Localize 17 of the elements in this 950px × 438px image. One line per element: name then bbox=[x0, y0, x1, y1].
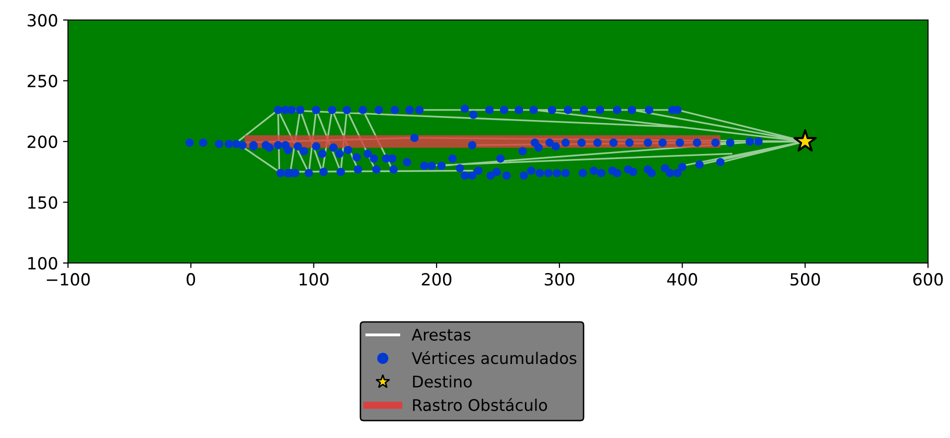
legend-label: Destino bbox=[413, 375, 472, 388]
x-tick-label: −100 bbox=[46, 273, 90, 286]
y-tick-label: 150 bbox=[28, 196, 58, 209]
x-tick-label: 100 bbox=[300, 273, 329, 286]
legend-label: Rastro Obstáculo bbox=[413, 398, 548, 412]
x-tick-label: 0 bbox=[186, 273, 196, 286]
x-tick-label: 200 bbox=[422, 273, 452, 286]
y-tick-label: 200 bbox=[28, 135, 58, 148]
y-tick-label: 100 bbox=[28, 256, 58, 270]
y-tick-label: 250 bbox=[28, 74, 58, 88]
x-tick-label: 600 bbox=[913, 273, 943, 286]
x-tick-label: 500 bbox=[790, 273, 820, 286]
x-tick-label: 400 bbox=[667, 273, 698, 286]
y-tick-label: 300 bbox=[28, 14, 58, 27]
legend-label: Vértices acumulados bbox=[412, 351, 576, 364]
x-tick-label: 300 bbox=[544, 273, 574, 286]
legend-label: Arestas bbox=[412, 328, 470, 341]
